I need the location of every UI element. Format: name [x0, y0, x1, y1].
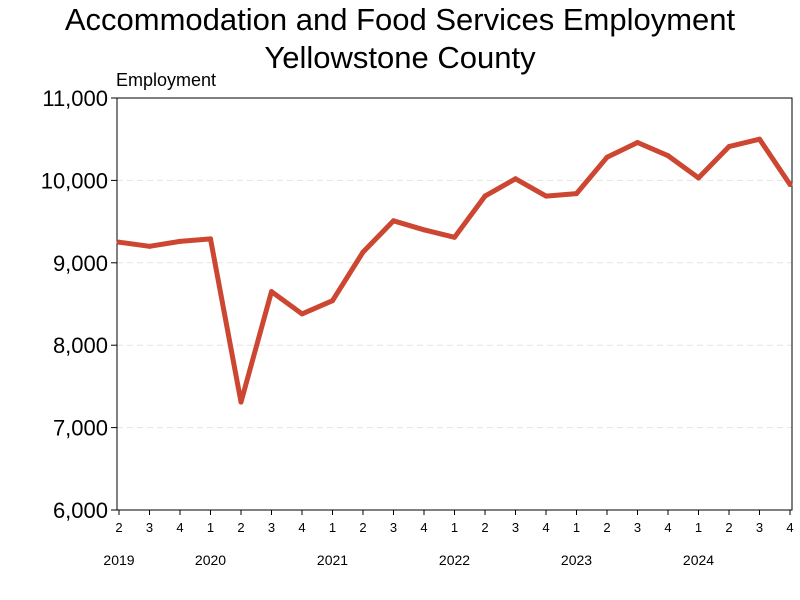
data-point [360, 249, 366, 255]
x-year-label: 2023 [561, 552, 592, 568]
x-year-label: 2024 [683, 552, 714, 568]
x-tick-label: 1 [573, 520, 580, 535]
x-tick-label: 3 [390, 520, 397, 535]
gridlines [117, 179, 792, 429]
x-tick-label: 3 [634, 520, 641, 535]
x-tick-label: 1 [451, 520, 458, 535]
data-point [482, 193, 488, 199]
x-tick-label: 2 [115, 520, 122, 535]
data-point [696, 175, 701, 181]
x-tick-label: 2 [359, 520, 366, 535]
x-tick-label: 1 [329, 520, 336, 535]
data-point [116, 239, 122, 245]
data-point [757, 136, 762, 142]
x-tick-label: 3 [146, 520, 153, 535]
data-point [208, 236, 213, 242]
data-point [726, 144, 732, 150]
x-tick-label: 4 [786, 520, 793, 535]
data-point [787, 182, 793, 188]
y-tick-label: 7,000 [53, 416, 108, 441]
x-year-label: 2022 [439, 552, 470, 568]
data-point [574, 191, 579, 197]
x-tick-label: 4 [664, 520, 671, 535]
x-tick-label: 4 [542, 520, 549, 535]
y-tick-label: 11,000 [42, 86, 108, 111]
chart-title: Accommodation and Food Services Employme… [64, 2, 736, 37]
x-tick-label: 3 [756, 520, 763, 535]
data-point [238, 399, 244, 405]
x-year-label: 2019 [103, 552, 134, 568]
x-tick-label: 2 [237, 520, 244, 535]
series-line [116, 136, 793, 405]
x-tick-label: 3 [512, 520, 519, 535]
y-tick-label: 6,000 [53, 498, 108, 523]
x-tick-label: 2 [603, 520, 610, 535]
data-point [299, 311, 305, 317]
x-tick-label: 1 [695, 520, 702, 535]
x-year-label: 2021 [317, 552, 348, 568]
y-tick-label: 8,000 [53, 333, 108, 358]
data-point [391, 218, 396, 224]
data-point [147, 243, 152, 249]
data-point [635, 139, 640, 145]
data-point [269, 289, 274, 295]
x-tick-label: 2 [725, 520, 732, 535]
x-tick-label: 2 [481, 520, 488, 535]
data-point [665, 153, 671, 159]
data-point [543, 193, 549, 199]
x-year-label: 2020 [195, 552, 226, 568]
data-point [604, 154, 610, 160]
chart-subtitle: Yellowstone County [264, 40, 536, 75]
data-point [421, 227, 427, 233]
data-point [513, 176, 518, 182]
plot-area-frame [116, 97, 793, 511]
data-point [330, 298, 335, 304]
series-layer [116, 136, 793, 405]
x-tick-label: 1 [207, 520, 214, 535]
y-axis-label: Employment [116, 70, 216, 90]
x-tick-label: 4 [176, 520, 183, 535]
x-tick-label: 4 [420, 520, 427, 535]
data-point [452, 234, 457, 240]
data-point [177, 238, 183, 244]
y-tick-label: 9,000 [53, 251, 108, 276]
y-axis: 6,000 7,000 8,000 9,000 10,000 11,000 [41, 86, 117, 523]
x-tick-label: 4 [298, 520, 305, 535]
x-axis: 2 3 4 1 2 3 4 1 2 3 4 1 2 3 4 1 2 3 4 1 2 3 4 2019 2020 2021 2022 2… [103, 510, 794, 568]
x-tick-label: 3 [268, 520, 275, 535]
y-tick-label: 10,000 [41, 168, 108, 193]
